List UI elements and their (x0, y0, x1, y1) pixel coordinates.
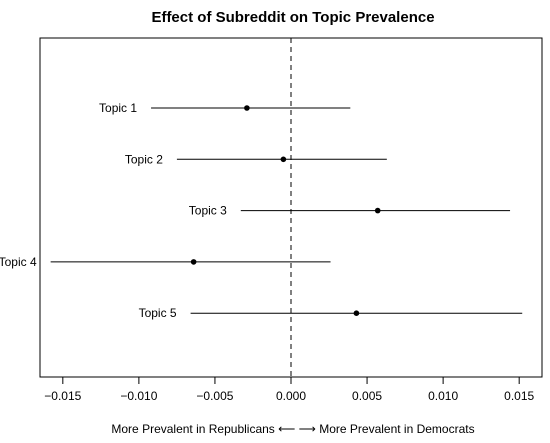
topic-label: Topic 4 (0, 255, 37, 269)
topic-labels: Topic 1 Topic 2 Topic 3 Topic 4 Topic 5 (0, 101, 227, 320)
x-tick-label: −0.015 (44, 389, 81, 403)
x-tick-label: 0.010 (428, 389, 458, 403)
topic-label: Topic 2 (125, 152, 163, 166)
x-tick-label: −0.005 (196, 389, 233, 403)
x-tick-label: 0.015 (504, 389, 534, 403)
x-axis: −0.015 −0.010 −0.005 0.000 0.005 0.010 0.015 (44, 376, 535, 403)
point-estimate (374, 207, 381, 214)
topic-label: Topic 1 (99, 101, 137, 115)
x-tick-label: 0.005 (352, 389, 382, 403)
topic-label: Topic 3 (189, 204, 227, 218)
x-tick-label: 0.000 (276, 389, 306, 403)
estimate-marks (50, 105, 523, 317)
point-estimate (190, 259, 197, 265)
point-estimate (244, 105, 250, 111)
point-estimate (353, 310, 360, 317)
chart-title: Effect of Subreddit on Topic Prevalence (151, 9, 434, 26)
topic-label: Topic 5 (139, 306, 177, 320)
x-axis-label: More Prevalent in Republicans ⟵ ⟶ More P… (111, 422, 474, 436)
point-estimate (280, 156, 287, 163)
x-tick-label: −0.010 (120, 389, 157, 403)
